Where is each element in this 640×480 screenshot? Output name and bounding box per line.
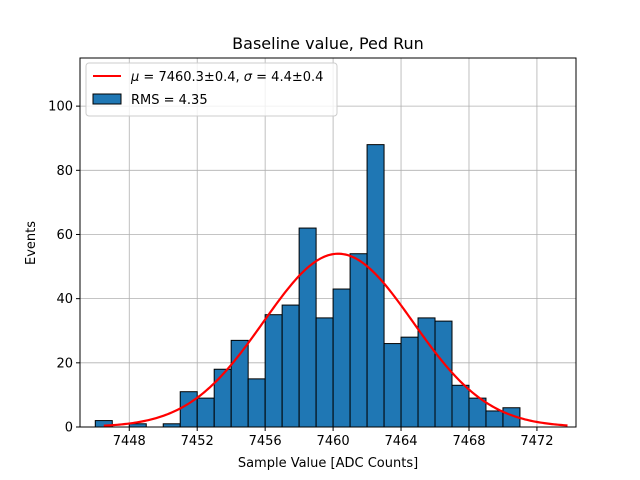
histogram-bar (434, 320, 453, 428)
histogram-bar (298, 227, 317, 428)
x-tick-label: 7448 (113, 434, 146, 449)
legend-box (85, 62, 338, 117)
legend: μ = 7460.3±0.4, σ = 4.4±0.4 RMS = 4.35 (85, 62, 338, 117)
histogram-bar (468, 397, 487, 428)
histogram-bar (247, 378, 266, 428)
x-tick-label: 7456 (249, 434, 282, 449)
x-axis-ticks: 7448 7452 7456 7460 7464 7468 7472 (113, 427, 553, 449)
gaussian-fit (103, 252, 568, 427)
x-tick-label: 7472 (520, 434, 553, 449)
y-tick-label: 80 (56, 164, 73, 179)
legend-fit-label: μ = 7460.3±0.4, σ = 4.4±0.4 (130, 70, 323, 85)
histogram-bar (366, 144, 385, 428)
legend-mu-value: = 7460.3±0.4, (139, 70, 243, 85)
y-tick-label: 100 (48, 100, 73, 115)
histogram-bar (485, 410, 504, 428)
y-axis-label: Events (24, 221, 39, 265)
histogram-bar (383, 343, 402, 428)
legend-mu-symbol: μ (130, 70, 139, 85)
histogram-bar (451, 384, 470, 428)
fit-curve (103, 252, 568, 427)
plot-frame (79, 57, 577, 428)
histogram-bar (332, 288, 351, 428)
histogram-bars (94, 144, 521, 428)
histogram-bar (264, 314, 283, 428)
y-axis-ticks: 0 20 40 60 80 100 (48, 100, 80, 436)
legend-hist-label: RMS = 4.35 (131, 93, 208, 108)
x-tick-label: 7452 (181, 434, 214, 449)
x-tick-label: 7464 (384, 434, 417, 449)
chart-title: Baseline value, Ped Run (232, 34, 424, 53)
histogram-bar (179, 391, 198, 428)
histogram-bar (281, 304, 300, 428)
y-tick-label: 60 (56, 228, 73, 243)
legend-sigma-symbol: σ (244, 70, 253, 85)
histogram-bar (400, 336, 419, 428)
x-tick-label: 7468 (452, 434, 485, 449)
x-tick-label: 7460 (317, 434, 350, 449)
histogram-bar (213, 368, 232, 428)
y-tick-label: 0 (65, 421, 73, 436)
y-tick-label: 40 (56, 292, 73, 307)
histogram-bar (196, 397, 215, 428)
histogram-bar (315, 317, 334, 428)
y-tick-label: 20 (56, 356, 73, 371)
histogram-bar (349, 253, 368, 428)
x-axis-label: Sample Value [ADC Counts] (238, 456, 418, 471)
legend-sigma-value: = 4.4±0.4 (252, 70, 323, 85)
legend-hist-swatch (92, 93, 122, 105)
